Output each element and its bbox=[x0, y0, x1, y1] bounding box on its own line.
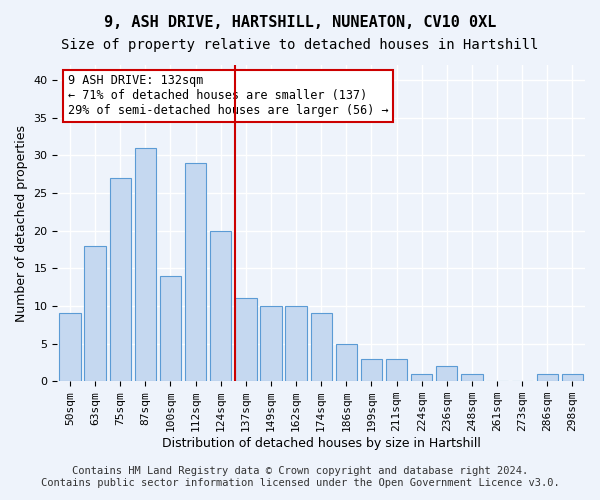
Bar bbox=[286, 306, 307, 381]
X-axis label: Distribution of detached houses by size in Hartshill: Distribution of detached houses by size … bbox=[162, 437, 481, 450]
Bar bbox=[185, 163, 206, 381]
Bar bbox=[160, 276, 181, 381]
Text: 9, ASH DRIVE, HARTSHILL, NUNEATON, CV10 0XL: 9, ASH DRIVE, HARTSHILL, NUNEATON, CV10 … bbox=[104, 15, 496, 30]
Bar bbox=[436, 366, 457, 381]
Bar bbox=[461, 374, 482, 381]
Bar bbox=[134, 148, 156, 381]
Bar bbox=[210, 230, 232, 381]
Bar bbox=[85, 246, 106, 381]
Text: 9 ASH DRIVE: 132sqm
← 71% of detached houses are smaller (137)
29% of semi-detac: 9 ASH DRIVE: 132sqm ← 71% of detached ho… bbox=[68, 74, 389, 118]
Bar bbox=[59, 314, 80, 381]
Y-axis label: Number of detached properties: Number of detached properties bbox=[15, 124, 28, 322]
Text: Size of property relative to detached houses in Hartshill: Size of property relative to detached ho… bbox=[61, 38, 539, 52]
Bar bbox=[536, 374, 558, 381]
Bar bbox=[562, 374, 583, 381]
Bar bbox=[335, 344, 357, 381]
Bar bbox=[260, 306, 281, 381]
Bar bbox=[386, 358, 407, 381]
Bar bbox=[311, 314, 332, 381]
Bar bbox=[361, 358, 382, 381]
Bar bbox=[110, 178, 131, 381]
Bar bbox=[235, 298, 257, 381]
Bar bbox=[411, 374, 433, 381]
Text: Contains HM Land Registry data © Crown copyright and database right 2024.
Contai: Contains HM Land Registry data © Crown c… bbox=[41, 466, 559, 487]
